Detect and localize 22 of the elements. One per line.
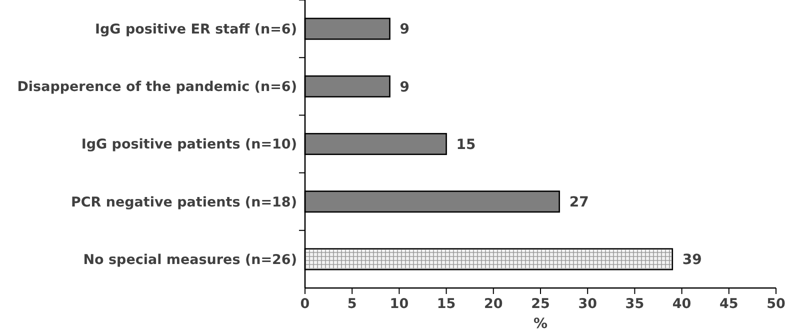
x-tick-label: 10 xyxy=(390,296,409,312)
x-axis-title: % xyxy=(533,316,548,332)
x-tick-label: 45 xyxy=(720,296,738,312)
x-tick-label: 20 xyxy=(484,296,503,312)
y-tick-label: PCR negative patients (n=18) xyxy=(70,194,297,210)
data-label: 27 xyxy=(569,194,589,210)
y-tick-label: IgG positive ER staff (n=6) xyxy=(94,22,297,38)
x-tick-label: 50 xyxy=(766,296,786,312)
data-label: 9 xyxy=(400,79,410,96)
y-tick-label: Disapperence of the pandemic (n=6) xyxy=(17,79,297,96)
x-tick-label: 5 xyxy=(347,296,357,312)
data-label: 15 xyxy=(456,136,476,153)
x-tick-label: 40 xyxy=(672,296,692,312)
data-label: 39 xyxy=(682,252,702,268)
y-tick-label: IgG positive patients (n=10) xyxy=(81,136,297,153)
x-tick-label: 0 xyxy=(300,296,310,312)
x-tick-label: 15 xyxy=(436,296,456,312)
x-tick-label: 35 xyxy=(625,296,644,312)
x-tick-label: 25 xyxy=(531,296,550,312)
data-label: 9 xyxy=(400,22,410,38)
y-tick-label: No special measures (n=26) xyxy=(83,252,297,268)
x-tick-label: 30 xyxy=(578,296,597,312)
